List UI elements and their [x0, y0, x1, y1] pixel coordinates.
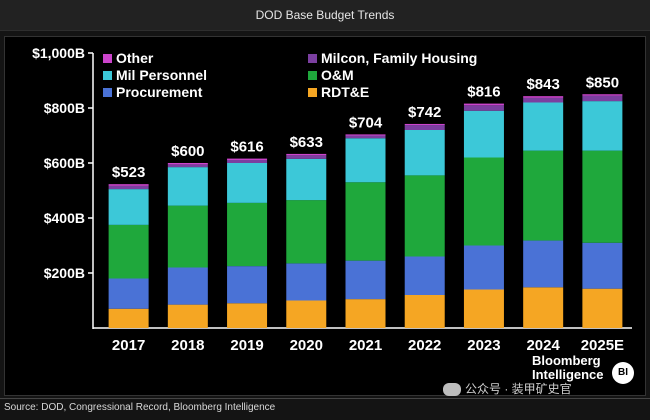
bar-segment-milcon-family-housing: [404, 125, 445, 130]
legend-label: Mil Personnel: [116, 67, 207, 83]
bar-segment-procurement: [167, 267, 208, 305]
bar-segment-procurement: [286, 263, 327, 301]
bar-segment-rdt-e: [108, 308, 149, 328]
legend-label: O&M: [321, 67, 354, 83]
bar-segment-milcon-family-housing: [167, 164, 208, 168]
bar-segment-procurement: [227, 266, 268, 304]
bar-total-label: $850: [586, 74, 619, 91]
x-tick-label: 2022: [408, 337, 441, 354]
x-tick-label: 2024: [526, 337, 560, 354]
watermark-text: 公众号 · 装甲矿史官: [465, 382, 572, 396]
bar-total-label: $616: [230, 139, 263, 156]
legend-swatch: [103, 54, 112, 63]
bar-segment-o-m: [227, 202, 268, 267]
bar-segment-milcon-family-housing: [523, 97, 564, 103]
bar-segment-rdt-e: [286, 300, 327, 328]
bar-segment-o-m: [345, 182, 386, 261]
bar-segment-mil-personnel: [404, 130, 445, 176]
x-tick-label: 2017: [112, 337, 145, 354]
bar-segment-rdt-e: [582, 288, 623, 328]
bar-segment-o-m: [108, 224, 149, 279]
bar-segment-rdt-e: [167, 304, 208, 328]
legend-swatch: [308, 88, 317, 97]
bar-total-label: $816: [467, 84, 500, 101]
watermark: 公众号 · 装甲矿史官: [443, 382, 572, 396]
bar-segment-mil-personnel: [227, 163, 268, 203]
y-tick-label: $200B: [44, 265, 85, 281]
bar-segment-other: [167, 163, 208, 165]
x-tick-label: 2025E: [581, 337, 624, 354]
bar-segment-o-m: [404, 175, 445, 257]
legend-label: Procurement: [116, 84, 203, 100]
legend-swatch: [308, 71, 317, 80]
bloomberg-intelligence-logo: Bloomberg Intelligence: [532, 354, 612, 382]
bar-segment-other: [227, 158, 268, 160]
bar-segment-mil-personnel: [286, 158, 327, 201]
bar-total-label: $600: [171, 143, 204, 160]
bar-total-label: $704: [349, 114, 383, 131]
x-tick-label: 2020: [290, 337, 323, 354]
legend-label: RDT&E: [321, 84, 369, 100]
bar-segment-procurement: [523, 240, 564, 288]
bar-segment-procurement: [108, 278, 149, 309]
bar-segment-milcon-family-housing: [463, 105, 504, 111]
bar-total-label: $843: [526, 76, 559, 93]
bar-segment-other: [286, 153, 327, 156]
bar-segment-milcon-family-housing: [286, 155, 327, 159]
bar-segment-o-m: [463, 157, 504, 246]
x-tick-label: 2021: [349, 337, 382, 354]
bar-segment-rdt-e: [345, 299, 386, 328]
brand-line-2: Intelligence: [532, 367, 604, 382]
bar-segment-milcon-family-housing: [582, 95, 623, 102]
bar-segment-rdt-e: [463, 289, 504, 328]
bar-segment-milcon-family-housing: [227, 159, 268, 163]
bar-segment-procurement: [463, 245, 504, 290]
bar-segment-mil-personnel: [463, 110, 504, 158]
x-tick-label: 2018: [171, 337, 204, 354]
bar-segment-o-m: [286, 200, 327, 264]
x-tick-label: 2019: [230, 337, 263, 354]
bar-segment-rdt-e: [227, 303, 268, 328]
bar-segment-procurement: [345, 260, 386, 300]
brand-line-1: Bloomberg: [532, 353, 601, 368]
bar-segment-milcon-family-housing: [108, 185, 149, 190]
bar-total-label: $742: [408, 104, 441, 121]
bar-segment-other: [345, 134, 386, 136]
y-tick-label: $800B: [44, 100, 85, 116]
legend-label: Other: [116, 50, 154, 66]
bar-total-label: $523: [112, 164, 145, 181]
bar-segment-mil-personnel: [167, 167, 208, 206]
bar-segment-rdt-e: [404, 295, 445, 328]
bar-segment-mil-personnel: [345, 138, 386, 183]
y-tick-label: $400B: [44, 210, 85, 226]
y-tick-label: $1,000B: [32, 45, 85, 61]
bar-segment-other: [404, 123, 445, 126]
bar-segment-o-m: [167, 205, 208, 268]
bar-segment-mil-personnel: [523, 102, 564, 151]
legend-swatch: [103, 71, 112, 80]
legend-swatch: [103, 88, 112, 97]
stacked-bar-chart: $200B $400B $600B $800B $1,000B $523 2017 $600 2…: [32, 45, 632, 354]
bar-segment-mil-personnel: [108, 189, 149, 225]
x-tick-label: 2023: [467, 337, 500, 354]
bar-segment-procurement: [404, 256, 445, 295]
bar-segment-other: [582, 94, 623, 96]
window-title: DOD Base Budget Trends: [0, 0, 650, 31]
bar-segment-other: [108, 184, 149, 186]
bar-segment-rdt-e: [523, 287, 564, 328]
y-tick-label: $600B: [44, 155, 85, 171]
source-footer: Source: DOD, Congressional Record, Bloom…: [0, 398, 650, 420]
bar-segment-milcon-family-housing: [345, 135, 386, 139]
wechat-icon: [443, 382, 461, 396]
bar-segment-other: [463, 103, 504, 106]
bar-segment-o-m: [582, 150, 623, 243]
bi-badge: BI: [612, 362, 634, 384]
bar-total-label: $633: [290, 134, 323, 151]
bar-segment-procurement: [582, 242, 623, 289]
bar-segment-mil-personnel: [582, 101, 623, 151]
bar-segment-o-m: [523, 150, 564, 241]
legend-label: Milcon, Family Housing: [321, 50, 477, 66]
legend-swatch: [308, 54, 317, 63]
bar-segment-other: [523, 96, 564, 98]
